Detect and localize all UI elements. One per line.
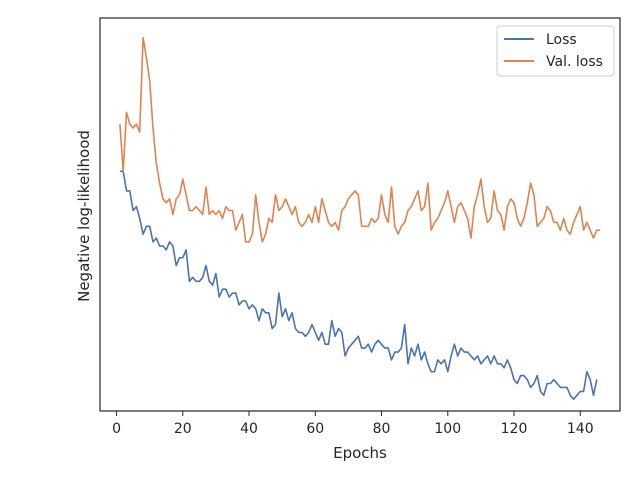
legend: Loss Val. loss bbox=[496, 25, 615, 77]
x-tick-label: 20 bbox=[174, 421, 192, 437]
x-tick-label: 140 bbox=[567, 421, 594, 437]
x-tick-label: 60 bbox=[306, 421, 324, 437]
legend-label-val-loss: Val. loss bbox=[546, 54, 603, 70]
y-axis-label: Negative log-likelihood bbox=[75, 130, 93, 302]
x-tick-label: 120 bbox=[501, 421, 528, 437]
x-tick-label: 0 bbox=[112, 421, 121, 437]
x-tick-label: 80 bbox=[373, 421, 391, 437]
x-tick-label: 40 bbox=[240, 421, 258, 437]
legend-label-loss: Loss bbox=[546, 32, 577, 48]
plot-frame bbox=[99, 17, 621, 412]
x-axis-label: Epochs bbox=[333, 444, 387, 462]
series-line-val-loss bbox=[119, 36, 601, 243]
series-line-loss bbox=[119, 170, 598, 401]
x-tick-label: 100 bbox=[434, 421, 461, 437]
x-axis-ticks: 0 20 40 60 80 100 120 140 bbox=[112, 411, 594, 437]
plot-lines bbox=[119, 36, 601, 401]
